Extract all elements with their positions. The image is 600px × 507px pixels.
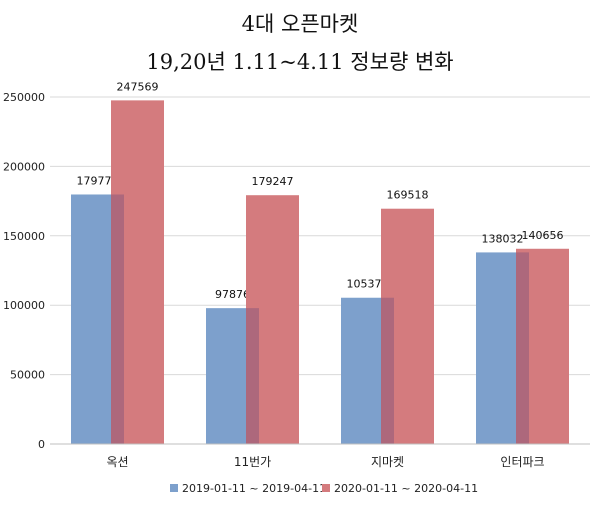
legend-label: 2019-01-11 ~ 2019-04-11 <box>182 482 326 495</box>
legend: 2019-01-11 ~ 2019-04-11 2020-01-11 ~ 2020… <box>170 482 478 495</box>
data-label: 247569 <box>117 80 159 93</box>
data-label: 138032 <box>482 232 524 245</box>
bar-overlap <box>516 252 529 444</box>
y-tick-label: 0 <box>38 438 45 451</box>
y-tick-label: 100000 <box>3 299 45 312</box>
bar-overlap <box>111 194 124 444</box>
legend-swatch <box>170 484 178 492</box>
axes: 0 50000 100000 150000 200000 250000 옥션 11번가 지마켓 인… <box>3 91 590 469</box>
data-label: 179247 <box>252 175 294 188</box>
bars: 179771 247569 97876 179247 105377 169518 13803… <box>71 80 569 444</box>
data-label: 179771 <box>77 174 119 187</box>
y-tick-label: 150000 <box>3 230 45 243</box>
x-tick-label: 지마켓 <box>371 455 404 469</box>
data-label: 105377 <box>347 278 389 291</box>
data-label: 140656 <box>522 229 564 242</box>
y-tick-label: 200000 <box>3 160 45 173</box>
chart-title-line1: 4대 오픈마켓 <box>242 12 359 36</box>
bar-overlap <box>381 297 394 444</box>
y-tick-label: 50000 <box>10 369 45 382</box>
y-tick-label: 250000 <box>3 91 45 104</box>
data-label: 97876 <box>215 288 250 301</box>
x-tick-label: 인터파크 <box>500 455 544 469</box>
bar-overlap <box>246 308 259 444</box>
legend-swatch <box>322 484 330 492</box>
data-label: 169518 <box>387 189 429 202</box>
chart-title-line2: 19,20년 1.11~4.11 정보량 변화 <box>146 50 453 74</box>
legend-label: 2020-01-11 ~ 2020-04-11 <box>334 482 478 495</box>
x-tick-label: 옥션 <box>106 455 128 469</box>
x-tick-label: 11번가 <box>234 455 271 469</box>
